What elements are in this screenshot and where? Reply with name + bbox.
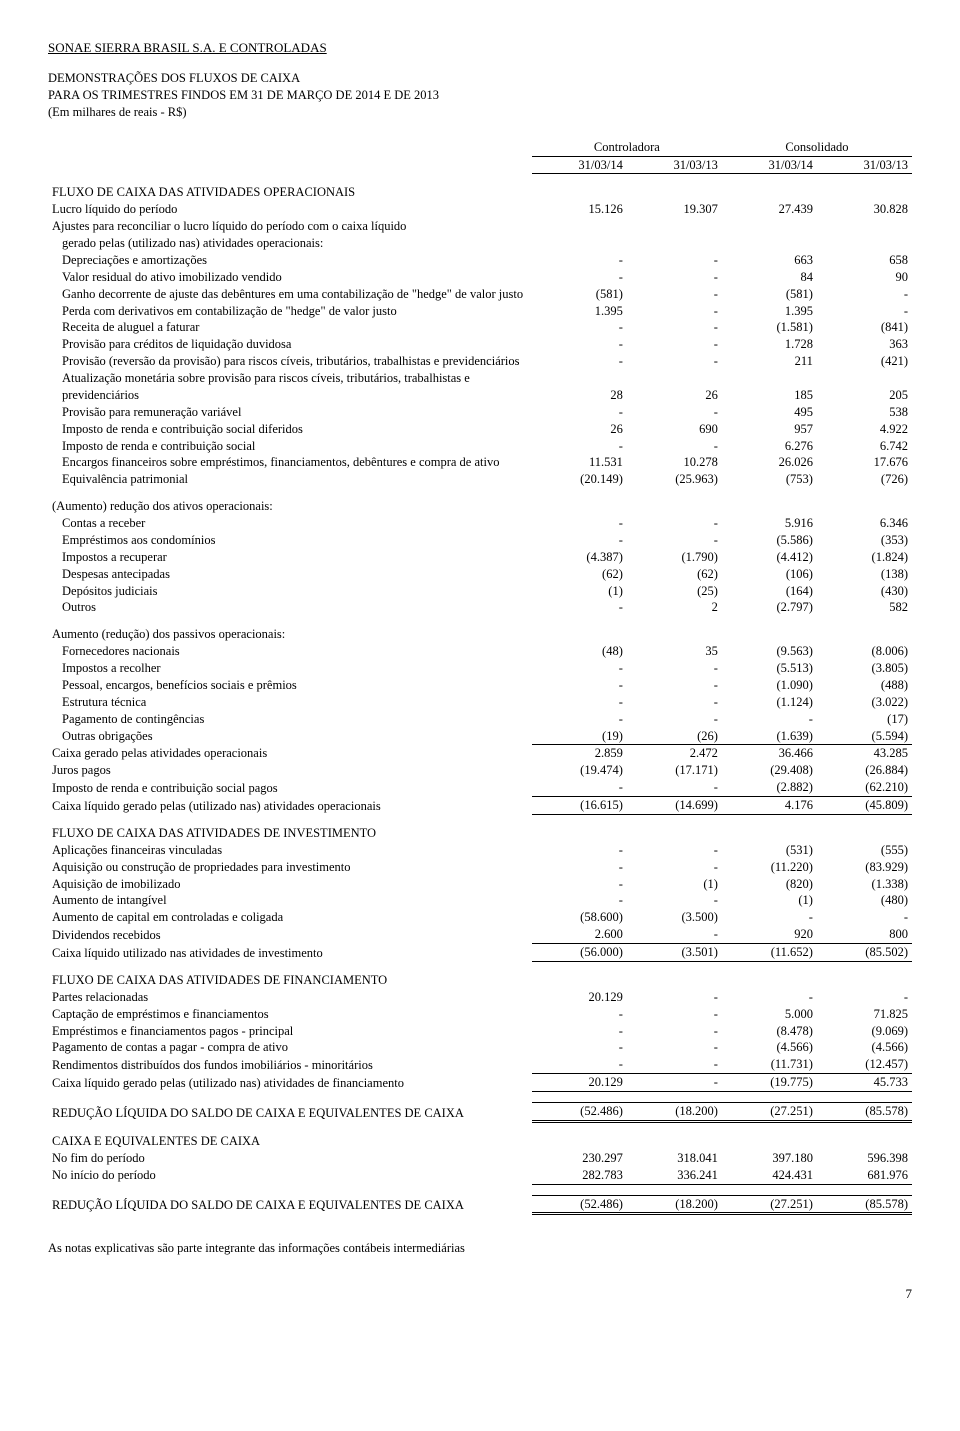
table-row: Outras obrigações(19)(26)(1.639)(5.594) <box>48 728 912 745</box>
table-row: Rendimentos distribuídos dos fundos imob… <box>48 1056 912 1073</box>
s3-title: Aumento (redução) dos passivos operacion… <box>48 626 532 643</box>
table-row: Aquisição de imobilizado-(1)(820)(1.338) <box>48 876 912 893</box>
table-row: Valor residual do ativo imobilizado vend… <box>48 269 912 286</box>
table-row: Pagamento de contas a pagar - compra de … <box>48 1039 912 1056</box>
table-row: Imposto de renda e contribuição social d… <box>48 421 912 438</box>
table-row: Provisão para créditos de liquidação duv… <box>48 336 912 353</box>
table-row: Empréstimos e financiamentos pagos - pri… <box>48 1023 912 1040</box>
table-row: Encargos financeiros sobre empréstimos, … <box>48 454 912 471</box>
table-row: Depósitos judiciais(1)(25)(164)(430) <box>48 583 912 600</box>
colgroup-consolidado: Consolidado <box>722 139 912 156</box>
table-row: Atualização monetária sobre provisão par… <box>48 370 912 404</box>
table-row: Aumento de intangível--(1)(480) <box>48 892 912 909</box>
table-row: Equivalência patrimonial(20.149)(25.963)… <box>48 471 912 488</box>
table-row: Empréstimos aos condomínios--(5.586)(353… <box>48 532 912 549</box>
table-row: gerado pelas (utilizado nas) atividades … <box>48 235 912 252</box>
s4-title: FLUXO DE CAIXA DAS ATIVIDADES DE INVESTI… <box>48 825 532 842</box>
col-1: 31/03/14 <box>532 156 627 174</box>
table-row: Dividendos recebidos2.600-920800 <box>48 926 912 943</box>
table-row: Caixa líquido utilizado nas atividades d… <box>48 944 912 962</box>
s2-title: (Aumento) redução dos ativos operacionai… <box>48 498 532 515</box>
footnote: As notas explicativas são parte integran… <box>48 1241 912 1256</box>
doc-title: DEMONSTRAÇÕES DOS FLUXOS DE CAIXA PARA O… <box>48 70 912 121</box>
s1-title: FLUXO DE CAIXA DAS ATIVIDADES OPERACIONA… <box>48 184 532 201</box>
table-row: REDUÇÃO LÍQUIDA DO SALDO DE CAIXA E EQUI… <box>48 1103 912 1122</box>
cashflow-table: Controladora Consolidado 31/03/14 31/03/… <box>48 139 912 1216</box>
table-row: Impostos a recuperar(4.387)(1.790)(4.412… <box>48 549 912 566</box>
table-row: Depreciações e amortizações--663658 <box>48 252 912 269</box>
table-row: Caixa gerado pelas atividades operaciona… <box>48 745 912 762</box>
table-row: Receita de aluguel a faturar--(1.581)(84… <box>48 319 912 336</box>
table-row: No início do período282.783336.241424.43… <box>48 1167 912 1184</box>
col-4: 31/03/13 <box>817 156 912 174</box>
table-row: Aquisição ou construção de propriedades … <box>48 859 912 876</box>
table-row: Despesas antecipadas(62)(62)(106)(138) <box>48 566 912 583</box>
col-date-row: 31/03/14 31/03/13 31/03/14 31/03/13 <box>48 156 912 174</box>
table-row: REDUÇÃO LÍQUIDA DO SALDO DE CAIXA E EQUI… <box>48 1195 912 1214</box>
page-number: 7 <box>48 1286 912 1302</box>
title-line1: DEMONSTRAÇÕES DOS FLUXOS DE CAIXA <box>48 70 912 87</box>
table-row: Lucro líquido do período15.12619.30727.4… <box>48 201 912 218</box>
table-row: Provisão (reversão da provisão) para ris… <box>48 353 912 370</box>
s5-title: FLUXO DE CAIXA DAS ATIVIDADES DE FINANCI… <box>48 972 532 989</box>
colgroup-controladora: Controladora <box>532 139 722 156</box>
table-row: Juros pagos(19.474)(17.171)(29.408)(26.8… <box>48 762 912 779</box>
table-row: Caixa líquido gerado pelas (utilizado na… <box>48 797 912 815</box>
s7-title: CAIXA E EQUIVALENTES DE CAIXA <box>48 1133 532 1150</box>
table-row: Partes relacionadas20.129--- <box>48 989 912 1006</box>
table-row: Caixa líquido gerado pelas (utilizado na… <box>48 1074 912 1092</box>
table-row: Impostos a recolher--(5.513)(3.805) <box>48 660 912 677</box>
title-line3: (Em milhares de reais - R$) <box>48 104 912 121</box>
company-name: SONAE SIERRA BRASIL S.A. E CONTROLADAS <box>48 40 912 56</box>
table-row: Provisão para remuneração variável--4955… <box>48 404 912 421</box>
table-row: Fornecedores nacionais(48)35(9.563)(8.00… <box>48 643 912 660</box>
table-row: Ganho decorrente de ajuste das debênture… <box>48 286 912 303</box>
title-line2: PARA OS TRIMESTRES FINDOS EM 31 DE MARÇO… <box>48 87 912 104</box>
col-3: 31/03/14 <box>722 156 817 174</box>
col-group-row: Controladora Consolidado <box>48 139 912 156</box>
table-row: Pagamento de contingências---(17) <box>48 711 912 728</box>
table-row: Outros-2(2.797)582 <box>48 599 912 616</box>
table-row: Ajustes para reconciliar o lucro líquido… <box>48 218 912 235</box>
table-row: Aplicações financeiras vinculadas--(531)… <box>48 842 912 859</box>
table-row: Aumento de capital em controladas e coli… <box>48 909 912 926</box>
table-row: Estrutura técnica--(1.124)(3.022) <box>48 694 912 711</box>
col-2: 31/03/13 <box>627 156 722 174</box>
table-row: Contas a receber--5.9166.346 <box>48 515 912 532</box>
table-row: Captação de empréstimos e financiamentos… <box>48 1006 912 1023</box>
table-row: Imposto de renda e contribuição social--… <box>48 438 912 455</box>
table-row: Imposto de renda e contribuição social p… <box>48 779 912 796</box>
table-row: Pessoal, encargos, benefícios sociais e … <box>48 677 912 694</box>
table-row: Perda com derivativos em contabilização … <box>48 303 912 320</box>
table-row: No fim do período230.297318.041397.18059… <box>48 1150 912 1167</box>
